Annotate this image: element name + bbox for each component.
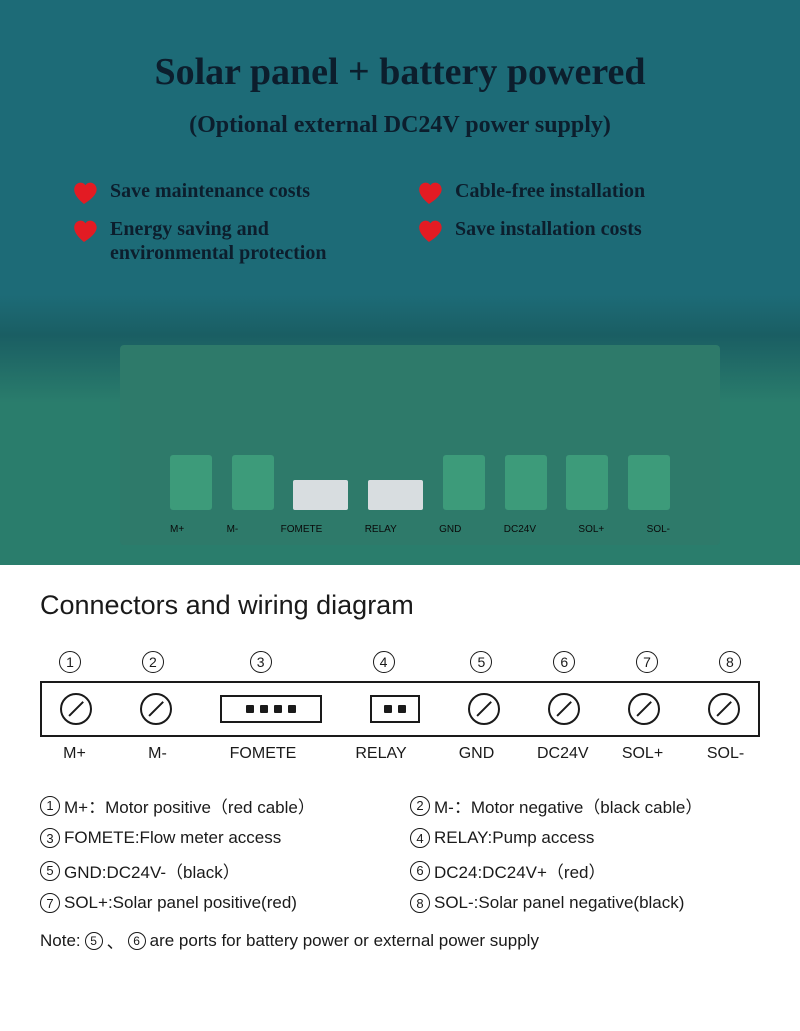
note-num-6: 6 — [128, 932, 146, 950]
connector-label: SOL+ — [620, 745, 665, 763]
legend-item: 7SOL+:Solar panel positive(red) — [40, 893, 390, 913]
screw-terminal-icon — [60, 693, 92, 725]
legend-number: 3 — [40, 828, 60, 848]
connector-number: 3 — [250, 651, 272, 673]
pcb-label: SOL- — [647, 524, 670, 535]
note-prefix: Note: — [40, 931, 81, 951]
terminal-block — [232, 455, 274, 510]
pin-connector-2 — [370, 695, 420, 723]
pcb-label: DC24V — [504, 524, 536, 535]
heart-icon — [70, 219, 98, 243]
connector-label: FOMETE — [218, 745, 308, 763]
legend-number: 7 — [40, 893, 60, 913]
pcb-label: FOMETE — [281, 524, 323, 535]
feature-item: Save maintenance costs — [70, 179, 385, 205]
connector-block — [368, 480, 423, 510]
legend-item: 3FOMETE:Flow meter access — [40, 828, 390, 848]
terminal-block — [443, 455, 485, 510]
terminal-block — [505, 455, 547, 510]
legend-text: GND:DC24V-（black） — [64, 858, 240, 883]
connector-box — [40, 681, 760, 737]
legend-number: 8 — [410, 893, 430, 913]
pin-connector-4 — [220, 695, 322, 723]
main-title: Solar panel + battery powered — [40, 50, 760, 94]
connector-number: 6 — [553, 651, 575, 673]
feature-text: Cable-free installation — [455, 179, 645, 203]
connector-number: 8 — [719, 651, 741, 673]
pcb-label: GND — [439, 524, 461, 535]
subtitle: (Optional external DC24V power supply) — [40, 112, 760, 139]
feature-item: Save installation costs — [415, 217, 730, 265]
pcb-board: M+ M- FOMETE RELAY GND DC24V SOL+ SOL- — [120, 345, 720, 545]
connector-numbers-row: 1 2 3 4 5 6 7 8 — [40, 651, 760, 673]
connector-number: 2 — [142, 651, 164, 673]
legend-item: 2M-：Motor negative（black cable） — [410, 793, 760, 818]
screw-terminal-icon — [628, 693, 660, 725]
connector-label: DC24V — [537, 745, 582, 763]
legend-grid: 1M+：Motor positive（red cable） 2M-：Motor n… — [40, 793, 760, 913]
terminal-block — [566, 455, 608, 510]
connector-label: RELAY — [346, 745, 416, 763]
feature-item: Cable-free installation — [415, 179, 730, 205]
legend-item: 6DC24:DC24V+（red） — [410, 858, 760, 883]
feature-text: Energy saving and environmental protecti… — [110, 217, 385, 265]
screw-terminal-icon — [468, 693, 500, 725]
screw-terminal-icon — [708, 693, 740, 725]
legend-text: FOMETE:Flow meter access — [64, 828, 281, 848]
legend-text: DC24:DC24V+（red） — [434, 858, 606, 883]
terminal-block — [170, 455, 212, 510]
legend-text: RELAY:Pump access — [434, 828, 594, 848]
pcb-label: RELAY — [365, 524, 397, 535]
legend-text: SOL-:Solar panel negative(black) — [434, 893, 684, 913]
connector-label: SOL- — [703, 745, 748, 763]
note-separator: 、 — [107, 928, 124, 953]
legend-number: 2 — [410, 796, 430, 816]
legend-item: 5GND:DC24V-（black） — [40, 858, 390, 883]
connector-labels-row: M+ M- FOMETE RELAY GND DC24V SOL+ SOL- — [40, 745, 760, 763]
legend-number: 6 — [410, 861, 430, 881]
pcb-label: M- — [227, 524, 239, 535]
legend-text: SOL+:Solar panel positive(red) — [64, 893, 297, 913]
diagram-title: Connectors and wiring diagram — [40, 590, 760, 621]
pcb-label: M+ — [170, 524, 184, 535]
connector-label: M+ — [52, 745, 97, 763]
legend-item: 4RELAY:Pump access — [410, 828, 760, 848]
feature-item: Energy saving and environmental protecti… — [70, 217, 385, 265]
heart-icon — [415, 181, 443, 205]
legend-item: 8SOL-:Solar panel negative(black) — [410, 893, 760, 913]
note-text: Note: 5 、 6 are ports for battery power … — [40, 928, 760, 953]
legend-text: M-：Motor negative（black cable） — [434, 793, 702, 818]
heart-icon — [415, 219, 443, 243]
connector-label: GND — [454, 745, 499, 763]
connector-block — [293, 480, 348, 510]
screw-terminal-icon — [140, 693, 172, 725]
note-num-5: 5 — [85, 932, 103, 950]
pcb-terminals — [170, 455, 670, 510]
wiring-diagram-section: Connectors and wiring diagram 1 2 3 4 5 6 7 8 M… — [10, 565, 790, 988]
legend-number: 5 — [40, 861, 60, 881]
legend-number: 4 — [410, 828, 430, 848]
top-section: Solar panel + battery powered (Optional … — [0, 0, 800, 295]
pcb-image-placeholder: M+ M- FOMETE RELAY GND DC24V SOL+ SOL- — [0, 295, 800, 565]
features-grid: Save maintenance costs Cable-free install… — [40, 179, 760, 265]
note-suffix: are ports for battery power or external … — [150, 931, 539, 951]
connector-label: M- — [135, 745, 180, 763]
legend-item: 1M+：Motor positive（red cable） — [40, 793, 390, 818]
connector-number: 4 — [373, 651, 395, 673]
feature-text: Save installation costs — [455, 217, 642, 241]
legend-number: 1 — [40, 796, 60, 816]
connector-number: 1 — [59, 651, 81, 673]
connector-number: 5 — [470, 651, 492, 673]
pcb-labels-row: M+ M- FOMETE RELAY GND DC24V SOL+ SOL- — [170, 524, 670, 535]
legend-text: M+：Motor positive（red cable） — [64, 793, 315, 818]
connector-number: 7 — [636, 651, 658, 673]
heart-icon — [70, 181, 98, 205]
screw-terminal-icon — [548, 693, 580, 725]
pcb-label: SOL+ — [578, 524, 604, 535]
terminal-block — [628, 455, 670, 510]
feature-text: Save maintenance costs — [110, 179, 310, 203]
